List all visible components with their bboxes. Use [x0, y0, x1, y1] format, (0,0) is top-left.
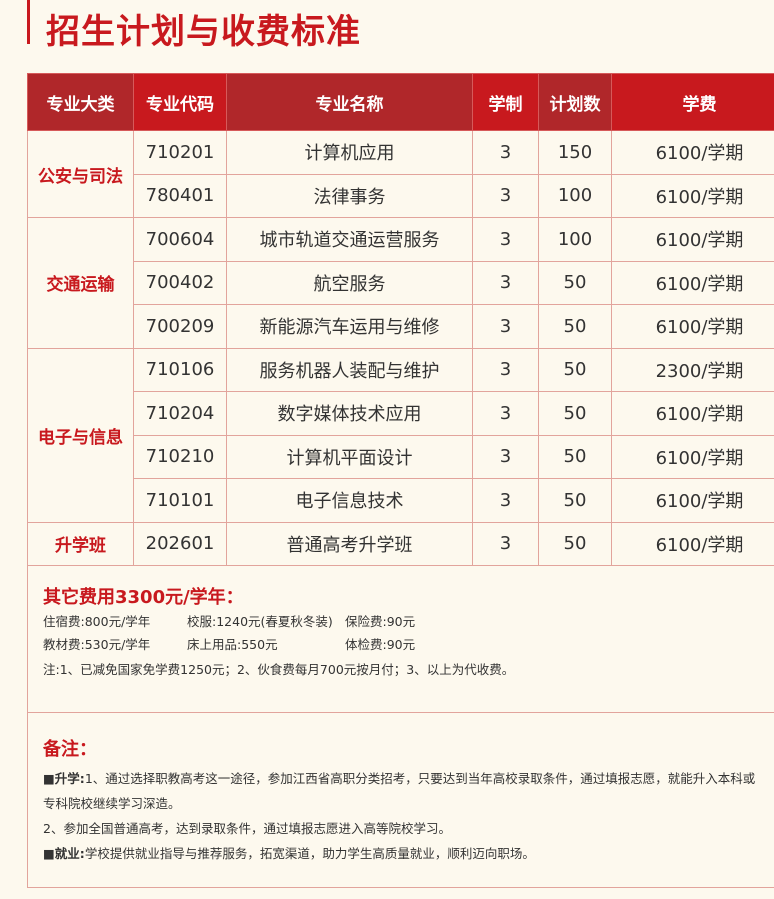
- plan-count-cell: 100: [538, 217, 612, 262]
- major-code-cell: 700604: [133, 217, 227, 262]
- major-name-cell: 新能源汽车运用与维修: [226, 304, 473, 349]
- fees-note: 注:1、已减免国家免学费1250元；2、伙食费每月700元按月付；3、以上为代收…: [43, 662, 515, 677]
- title-accent-bar: [27, 0, 30, 44]
- category-cell: 交通运输: [27, 217, 134, 349]
- fee-item: 保险费:90元: [345, 614, 416, 629]
- remark-line: 2、参加全国普通高考，达到录取条件，通过填报志愿进入高等院校学习。: [43, 821, 451, 836]
- remark-line: ■升学:1、通过选择职教高考这一途径，参加江西省高职分类招考，只要达到当年高校录…: [43, 771, 756, 811]
- table-row: 700209 新能源汽车运用与维修 3 50 6100/学期: [28, 304, 774, 349]
- years-cell: 3: [472, 217, 539, 262]
- major-code-cell: 710201: [133, 130, 227, 175]
- major-name-cell: 服务机器人装配与维护: [226, 347, 473, 392]
- fee-item: 校服:1240元(春夏秋冬装): [187, 614, 333, 629]
- major-name-cell: 城市轨道交通运营服务: [226, 217, 473, 262]
- tuition-cell: 2300/学期: [611, 347, 774, 392]
- table-row: 电子与信息 710106 服务机器人装配与维护 3 50 2300/学期: [27, 347, 774, 523]
- tuition-cell: 6100/学期: [611, 304, 774, 349]
- years-cell: 3: [472, 347, 539, 392]
- years-cell: 3: [472, 434, 539, 479]
- table-row: 公安与司法 710201 计算机应用 3 150 6100/学期: [27, 130, 774, 218]
- plan-count-cell: 50: [538, 478, 612, 523]
- fees-heading: 其它费用3300元/学年：: [43, 587, 244, 608]
- plan-count-cell: 50: [538, 521, 612, 566]
- plan-count-cell: 50: [538, 347, 612, 392]
- remarks-heading: 备注：: [43, 739, 97, 760]
- remarks-section: 备注： ■升学:1、通过选择职教高考这一途径，参加江西省高职分类招考，只要达到当…: [27, 713, 774, 888]
- fee-item: 住宿费:800元/学年: [43, 614, 151, 629]
- major-name-cell: 电子信息技术: [226, 478, 473, 523]
- years-cell: 3: [472, 391, 539, 436]
- plan-count-cell: 50: [538, 304, 612, 349]
- major-name-cell: 法律事务: [226, 173, 473, 218]
- fee-item: 教材费:530元/学年: [43, 637, 151, 652]
- major-code-cell: 710101: [133, 478, 227, 523]
- plan-count-cell: 50: [538, 434, 612, 479]
- table-row: 升学班 202601 普通高考升学班 3 50 6100/学期: [27, 521, 774, 566]
- plan-count-cell: 50: [538, 260, 612, 305]
- remark-line: ■就业:学校提供就业指导与推荐服务，拓宽渠道，助力学生高质量就业，顺利迈向职场。: [43, 846, 535, 861]
- years-cell: 3: [472, 478, 539, 523]
- plan-count-cell: 150: [538, 130, 612, 175]
- plan-count-cell: 100: [538, 173, 612, 218]
- years-cell: 3: [472, 304, 539, 349]
- years-cell: 3: [472, 130, 539, 175]
- header-category: 专业大类: [27, 73, 134, 131]
- major-name-cell: 计算机平面设计: [226, 434, 473, 479]
- major-code-cell: 700402: [133, 260, 227, 305]
- tuition-cell: 6100/学期: [611, 173, 774, 218]
- major-code-cell: 700209: [133, 304, 227, 349]
- table-row: 交通运输 700604 城市轨道交通运营服务 3 100 6100/学期: [27, 217, 774, 349]
- years-cell: 3: [472, 173, 539, 218]
- table-row: 710210 计算机平面设计 3 50 6100/学期: [28, 434, 774, 479]
- header-plan: 计划数: [538, 73, 612, 131]
- tuition-cell: 6100/学期: [611, 391, 774, 436]
- plan-count-cell: 50: [538, 391, 612, 436]
- major-code-cell: 202601: [133, 521, 227, 566]
- header-code: 专业代码: [133, 73, 227, 131]
- category-cell: 公安与司法: [27, 130, 134, 218]
- major-code-cell: 710106: [133, 347, 227, 392]
- tuition-cell: 6100/学期: [611, 130, 774, 175]
- tuition-cell: 6100/学期: [611, 521, 774, 566]
- major-code-cell: 710204: [133, 391, 227, 436]
- major-name-cell: 计算机应用: [226, 130, 473, 175]
- table-row: 780401 法律事务 3 100 6100/学期: [28, 173, 774, 218]
- tuition-cell: 6100/学期: [611, 217, 774, 262]
- fee-item: 床上用品:550元: [187, 637, 278, 652]
- fee-item: 体检费:90元: [345, 637, 416, 652]
- years-cell: 3: [472, 260, 539, 305]
- page-title: 招生计划与收费标准: [46, 12, 361, 52]
- header-name: 专业名称: [226, 73, 473, 131]
- major-code-cell: 780401: [133, 173, 227, 218]
- table-row: 710204 数字媒体技术应用 3 50 6100/学期: [28, 391, 774, 436]
- years-cell: 3: [472, 521, 539, 566]
- major-name-cell: 普通高考升学班: [226, 521, 473, 566]
- enrollment-table: 专业大类 专业代码 专业名称 学制 计划数 学费 公安与司法 710201 计算机应…: [27, 73, 774, 566]
- category-cell: 电子与信息: [27, 347, 134, 523]
- tuition-cell: 6100/学期: [611, 260, 774, 305]
- major-name-cell: 数字媒体技术应用: [226, 391, 473, 436]
- table-header-row: 专业大类 专业代码 专业名称 学制 计划数 学费: [27, 73, 774, 131]
- tuition-cell: 6100/学期: [611, 478, 774, 523]
- tuition-cell: 6100/学期: [611, 434, 774, 479]
- other-fees-section: 其它费用3300元/学年： 住宿费:800元/学年 校服:1240元(春夏秋冬装…: [27, 565, 774, 713]
- table-row: 700402 航空服务 3 50 6100/学期: [28, 260, 774, 305]
- table-row: 710101 电子信息技术 3 50 6100/学期: [28, 478, 774, 523]
- header-tuition: 学费: [611, 73, 774, 131]
- major-code-cell: 710210: [133, 434, 227, 479]
- major-name-cell: 航空服务: [226, 260, 473, 305]
- header-years: 学制: [472, 73, 539, 131]
- category-cell: 升学班: [27, 521, 134, 566]
